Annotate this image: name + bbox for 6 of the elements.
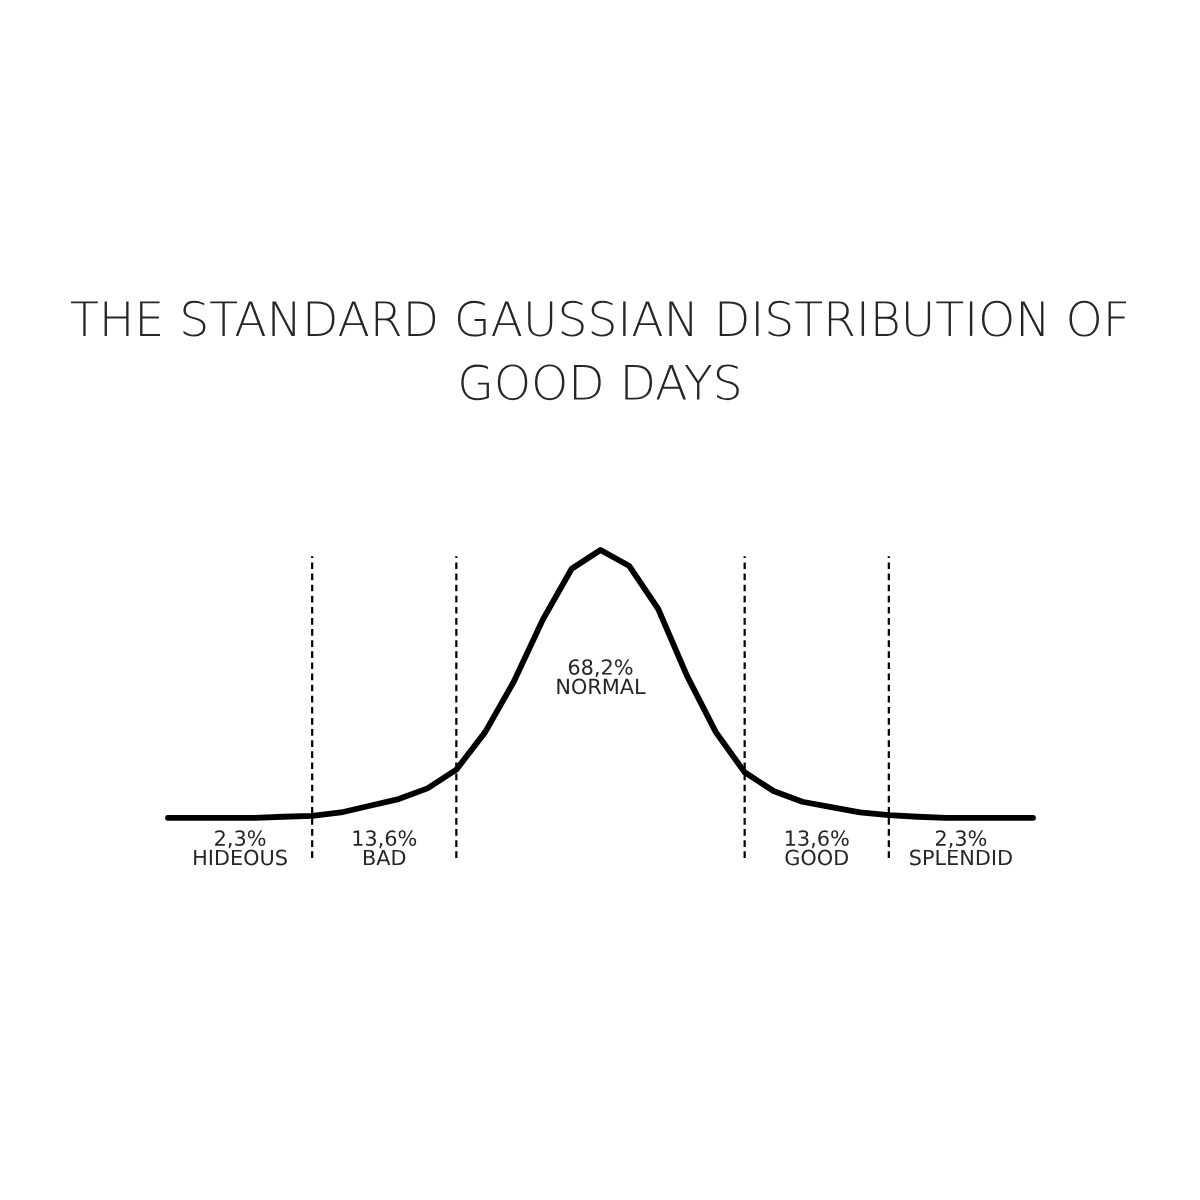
chart-title: THE STANDARD GAUSSIAN DISTRIBUTION OF GOOD DAYS bbox=[71, 300, 1127, 401]
annotation: 68,2% NORMAL bbox=[557, 659, 646, 695]
text: 13,6% BAD bbox=[353, 830, 417, 866]
text: 2,3% SPLENDID bbox=[910, 830, 1012, 866]
text: 13,6% GOOD bbox=[785, 830, 849, 866]
text: 2,3% HIDEOUS bbox=[194, 830, 287, 866]
